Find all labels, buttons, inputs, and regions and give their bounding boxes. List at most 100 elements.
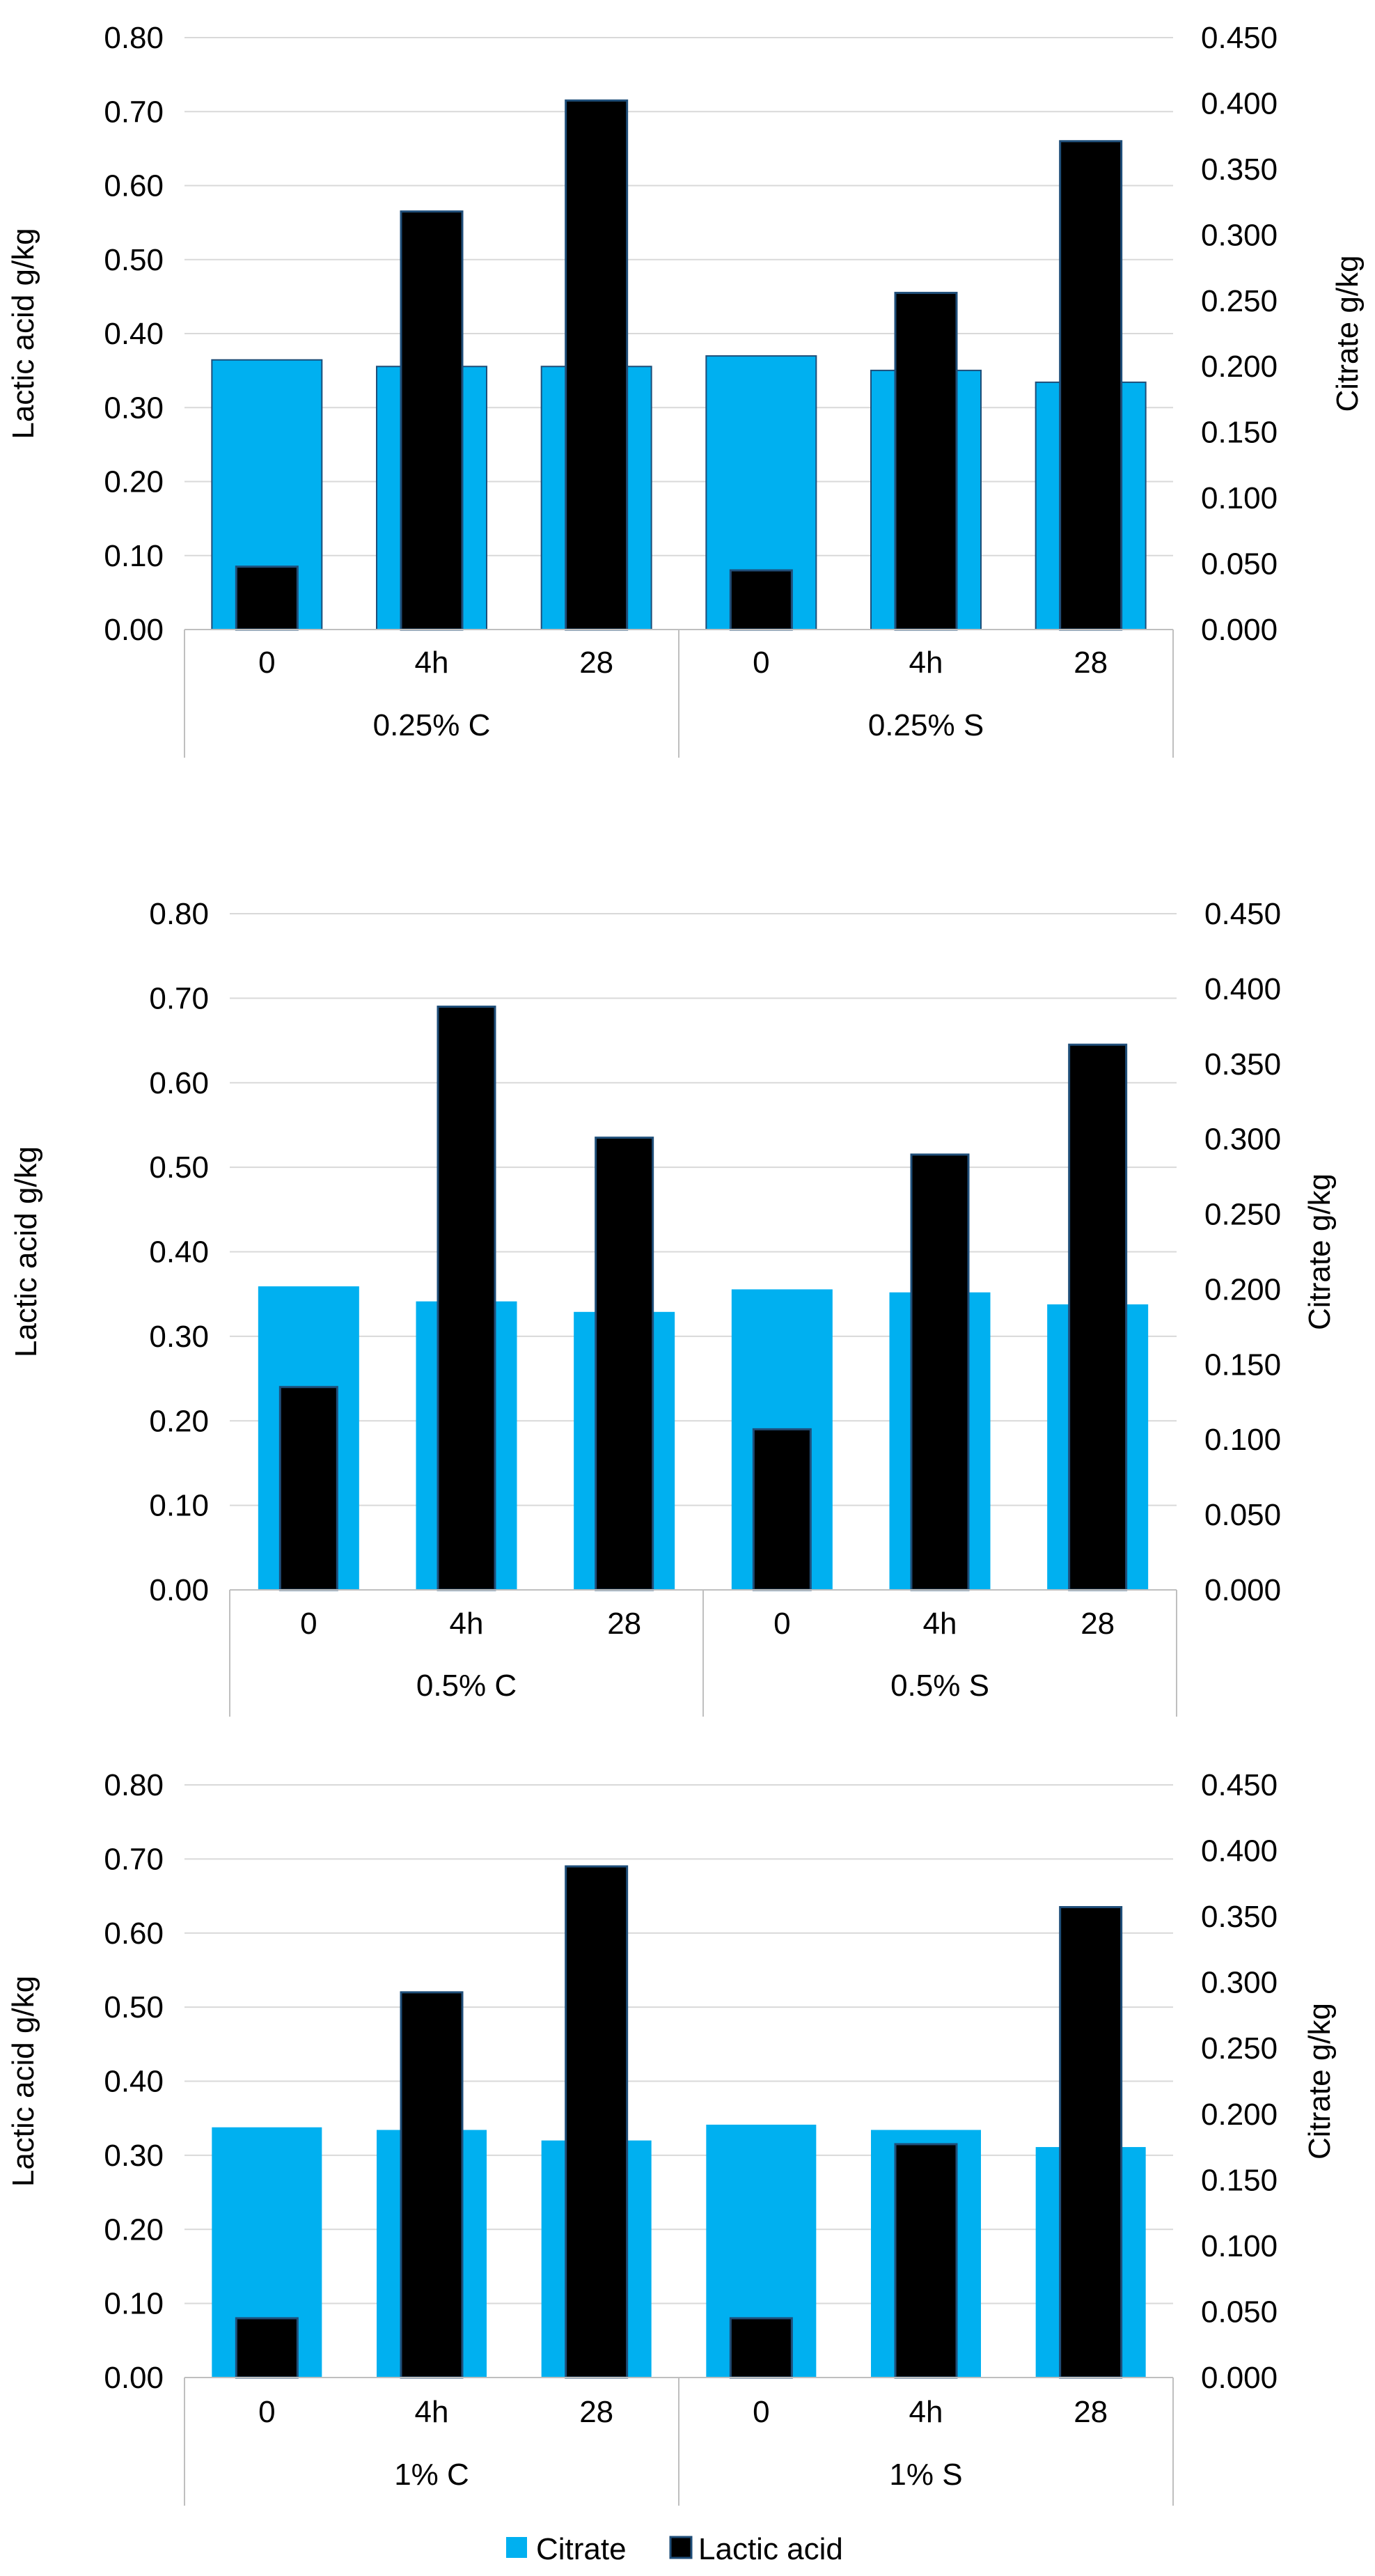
legend-label: Lactic acid	[698, 2532, 843, 2566]
y-axis-title-left: Lactic acid g/kg	[9, 1146, 43, 1357]
y-tick-label-right: 0.150	[1201, 416, 1278, 450]
x-category-label: 0	[300, 1607, 317, 1641]
x-category-label: 28	[1074, 2395, 1108, 2429]
chart-panel-2: 0.00 0.10 0.20 0.30 0.40 0.50 0.60 0.70 0.80 0.00…	[9, 897, 1337, 1717]
y-tick-label-right: 0.200	[1201, 2098, 1278, 2132]
y-tick-label-right: 0.300	[1204, 1123, 1281, 1157]
y-tick-label-left: 0.50	[104, 243, 164, 277]
x-group-label: 0.5% C	[416, 1669, 517, 1703]
y-tick-label-right: 0.400	[1201, 86, 1278, 120]
y-tick-label-right: 0.450	[1201, 21, 1278, 55]
x-group-label: 0.25% C	[373, 708, 491, 742]
lactic-acid-bar	[595, 1137, 654, 1591]
x-category-label: 0	[753, 646, 769, 680]
y-tick-label-left: 0.30	[149, 1320, 209, 1354]
y-tick-label-right: 0.250	[1201, 2031, 1278, 2066]
y-tick-label-left: 0.30	[104, 2139, 164, 2173]
y-tick-label-right: 0.100	[1201, 2229, 1278, 2263]
x-category-label: 4h	[450, 1607, 484, 1641]
x-category-label: 28	[579, 646, 613, 680]
x-group-label: 1% S	[889, 2458, 962, 2492]
lactic-acid-bar	[235, 565, 299, 631]
y-tick-label-left: 0.00	[149, 1573, 209, 1607]
lactic-acid-bar	[1059, 140, 1123, 631]
lactic-acid-bar	[910, 1153, 970, 1591]
lactic-acid-bar	[278, 1386, 338, 1591]
x-category-label: 4h	[909, 2395, 943, 2429]
y-tick-label-left: 0.10	[104, 2287, 164, 2321]
y-tick-label-left: 0.10	[149, 1489, 209, 1523]
y-tick-label-right: 0.000	[1201, 613, 1278, 647]
x-category-label: 4h	[923, 1607, 957, 1641]
y-tick-label-left: 0.80	[104, 1768, 164, 1802]
y-tick-label-right: 0.100	[1201, 481, 1278, 515]
x-category-label: 4h	[415, 646, 449, 680]
y-axis-title-right: Citrate g/kg	[1303, 2003, 1337, 2160]
y-tick-label-right: 0.000	[1201, 2361, 1278, 2395]
chart-panel-1: 0.00 0.10 0.20 0.30 0.40 0.50 0.60 0.70 0.80 0.00…	[6, 21, 1365, 758]
x-category-label: 28	[1081, 1607, 1115, 1641]
lactic-acid-bar	[729, 2317, 793, 2379]
y-tick-label-left: 0.70	[104, 1842, 164, 1876]
lactic-acid-bar	[437, 1006, 496, 1591]
y-tick-label-left: 0.40	[104, 317, 164, 351]
y-tick-label-right: 0.200	[1201, 350, 1278, 384]
y-tick-label-right: 0.350	[1201, 1900, 1278, 1934]
y-tick-label-left: 0.40	[149, 1235, 209, 1270]
y-tick-label-right: 0.100	[1204, 1423, 1281, 1457]
lactic-acid-bar	[752, 1428, 812, 1591]
y-tick-label-right: 0.250	[1201, 284, 1278, 318]
y-tick-label-right: 0.450	[1204, 897, 1281, 931]
x-group-label: 0.5% S	[890, 1669, 989, 1703]
y-tick-label-left: 0.50	[104, 1990, 164, 2024]
y-tick-label-right: 0.150	[1204, 1348, 1281, 1382]
y-axis-title-right: Citrate g/kg	[1330, 256, 1365, 412]
y-tick-label-right: 0.350	[1204, 1047, 1281, 1082]
lactic-acid-bar	[565, 1865, 629, 2379]
x-category-label: 28	[1074, 646, 1108, 680]
y-axis-title-right: Citrate g/kg	[1303, 1173, 1337, 1330]
y-tick-label-right: 0.450	[1201, 1768, 1278, 1802]
x-group-label: 0.25% S	[868, 708, 984, 742]
y-tick-label-left: 0.60	[104, 1917, 164, 1951]
lactic-acid-bar	[729, 569, 793, 631]
y-tick-label-right: 0.200	[1204, 1272, 1281, 1306]
y-tick-label-right: 0.050	[1201, 547, 1278, 581]
y-tick-label-left: 0.60	[104, 169, 164, 203]
x-category-label: 4h	[909, 646, 943, 680]
y-tick-label-left: 0.20	[104, 2212, 164, 2247]
y-tick-label-left: 0.20	[149, 1404, 209, 1438]
y-tick-label-left: 0.00	[104, 613, 164, 647]
lactic-acid-bar	[1068, 1043, 1128, 1591]
legend: Citrate Lactic acid	[506, 2532, 843, 2566]
y-tick-label-left: 0.50	[149, 1150, 209, 1185]
y-tick-label-left: 0.10	[104, 539, 164, 573]
y-tick-label-right: 0.400	[1201, 1834, 1278, 1868]
y-tick-label-right: 0.300	[1201, 218, 1278, 252]
y-tick-label-right: 0.150	[1201, 2163, 1278, 2197]
y-tick-label-right: 0.300	[1201, 1966, 1278, 2000]
lactic-acid-bar	[894, 292, 958, 631]
legend-swatch-citrate	[506, 2537, 527, 2558]
x-category-label: 0	[258, 646, 275, 680]
chart-panel-3: 0.00 0.10 0.20 0.30 0.40 0.50 0.60 0.70 0.80 0.00…	[6, 1768, 1337, 2506]
y-tick-label-right: 0.250	[1204, 1198, 1281, 1232]
y-tick-label-left: 0.80	[149, 897, 209, 931]
legend-label: Citrate	[536, 2532, 627, 2566]
y-tick-label-left: 0.60	[149, 1066, 209, 1100]
y-tick-label-right: 0.050	[1204, 1498, 1281, 1532]
y-tick-label-left: 0.00	[104, 2361, 164, 2395]
lactic-acid-bar	[235, 2317, 299, 2379]
y-tick-label-right: 0.050	[1201, 2295, 1278, 2329]
x-category-label: 4h	[415, 2395, 449, 2429]
lactic-acid-bar	[1059, 1906, 1123, 2379]
x-group-label: 1% C	[394, 2458, 469, 2492]
x-category-label: 28	[607, 1607, 641, 1641]
y-tick-label-left: 0.20	[104, 465, 164, 499]
y-axis-title-left: Lactic acid g/kg	[6, 228, 40, 439]
x-category-label: 0	[258, 2395, 275, 2429]
x-category-label: 28	[579, 2395, 613, 2429]
y-tick-label-right: 0.000	[1204, 1573, 1281, 1607]
